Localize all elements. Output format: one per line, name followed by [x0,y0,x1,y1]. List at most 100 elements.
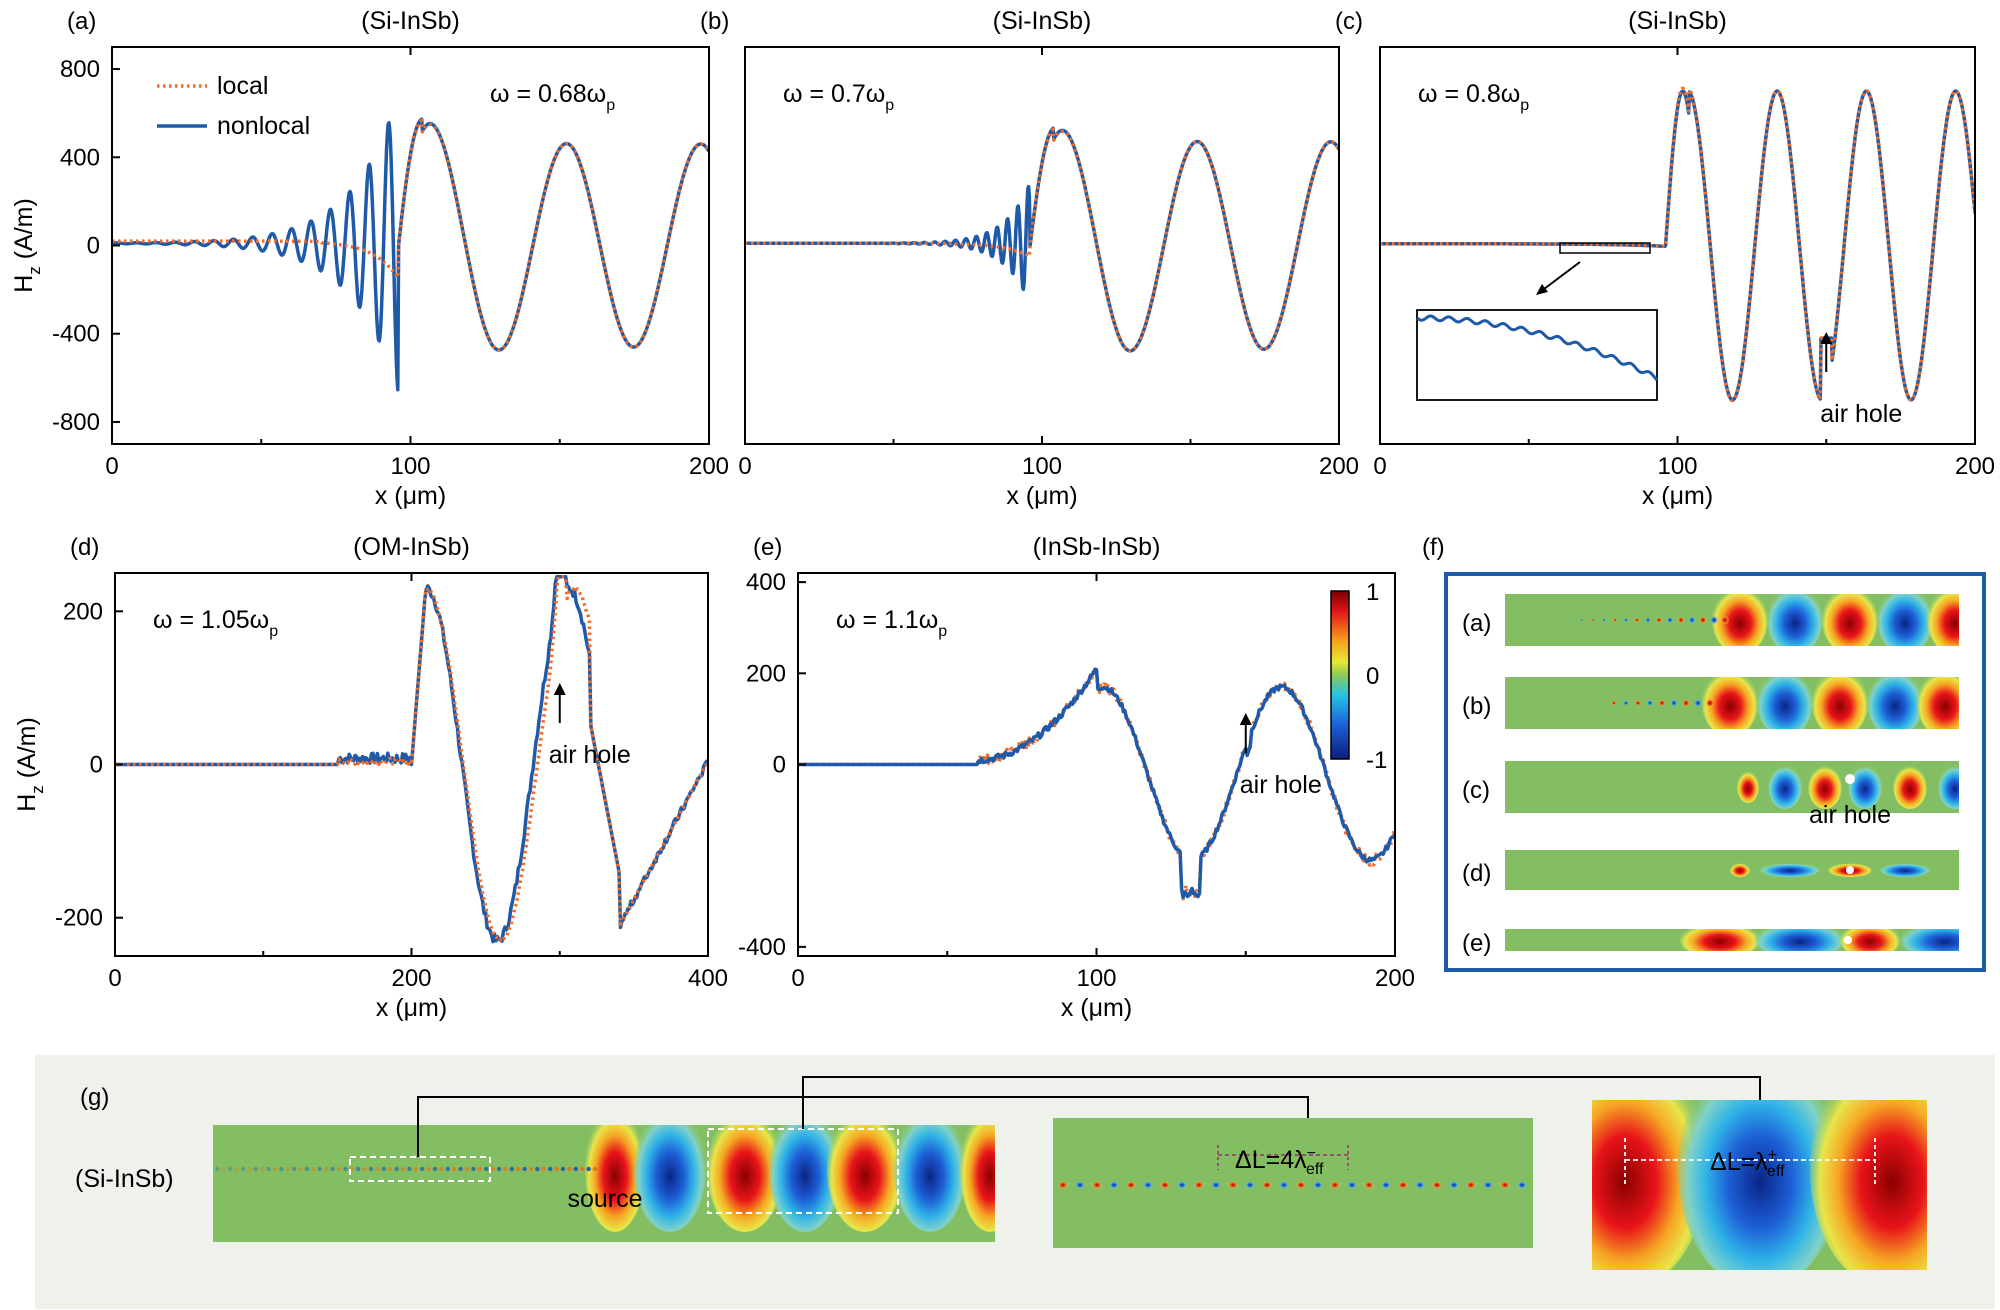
f-row-field-2 [1737,765,1959,809]
f-dot-0-12 [1591,618,1595,622]
colorbar [1330,590,1350,760]
g-zoom-left-label: ΔL=4λ− eff [1235,1145,1324,1178]
f-lobe-0-2 [1822,594,1878,646]
ytick-label-d-1: 0 [90,752,103,779]
g-dot-22 [452,1166,457,1172]
xlabel-c: x (μm) [1642,482,1713,510]
g-dot-30 [400,1166,406,1172]
f-hole-2 [1845,774,1855,784]
omega-label-a: ω = 0.68ωp [490,80,615,114]
inset-arrow [1539,261,1581,293]
xtick-label-e-0: 0 [791,965,804,992]
g-connector-left [417,1096,1309,1157]
g-dot-25 [432,1166,438,1172]
g-dot-56 [234,1166,239,1172]
f-row-label-1: (b) [1462,693,1491,720]
panel-letter-f: (f) [1422,534,1445,561]
g-dot-20 [464,1166,470,1172]
g-dot-24 [439,1166,444,1172]
f-row-label-3: (d) [1462,860,1491,887]
g-zoom-dot-24 [1466,1181,1476,1189]
g-zoom-dot-7 [1177,1181,1187,1189]
xtick-label-e-2: 200 [1375,965,1415,992]
f-lobe-4-0 [1680,929,1760,951]
g-zoom-dot-26 [1500,1181,1510,1189]
g-zoom-dot-17 [1347,1181,1357,1189]
ytick-label-a-4: -800 [52,409,100,436]
g-dot-44 [311,1166,316,1172]
xtick-label-a-1: 100 [390,453,430,480]
g-zoom-dot-2 [1092,1181,1102,1189]
g-strip-field [215,1125,995,1232]
f-lobe-2-2 [1808,765,1842,809]
g-zoom-dot-9 [1211,1181,1221,1189]
g-zoom-lobe-2 [1810,1100,1927,1270]
g-zoom-dot-20 [1398,1181,1408,1189]
f-dot-1-5 [1646,699,1654,707]
g-zoom-dot-18 [1364,1181,1374,1189]
g-zoom-dot-13 [1279,1181,1289,1189]
g-dot-49 [279,1166,284,1172]
g-dot-17 [484,1166,489,1172]
f-hole-3 [1846,866,1854,874]
g-dot-57 [228,1166,233,1172]
f-dot-1-4 [1658,699,1666,707]
xtick-label-c-0: 0 [1373,453,1386,480]
f-dot-0-4 [1677,616,1685,624]
colorbar-tick-1: 0 [1366,663,1379,690]
g-dot-47 [292,1166,297,1172]
g-dot-8 [541,1166,546,1172]
xlabel-e: x (μm) [1061,994,1132,1022]
f-lobe-3-3 [1880,863,1930,877]
f-dot-1-2 [1682,699,1690,707]
f-row-field-4 [1680,929,1959,951]
g-dot-40 [336,1166,342,1172]
omega-label-d: ω = 1.05ωp [153,606,278,640]
g-dot-48 [285,1166,290,1172]
g-dot-16 [490,1166,495,1172]
f-row-bg-2 [1505,761,1959,813]
f-dot-1-1 [1693,698,1703,708]
g-dot-2 [580,1166,585,1172]
xtick-label-e-1: 100 [1076,965,1116,992]
ytick-label-d-0: 200 [63,598,103,625]
f-dot-0-0 [1720,615,1730,625]
f-row-field-1 [1611,677,1959,729]
g-zoom-dot-11 [1245,1181,1255,1189]
g-lobe-4 [827,1125,903,1232]
f-dot-0-6 [1656,617,1662,623]
g-dot-37 [356,1166,361,1172]
xlabel-b: x (μm) [1006,482,1077,510]
legend-label-local: local [217,72,268,100]
g-lobe-0 [585,1125,645,1232]
panel-c: (c) (Si-InSb) 0 100 200 x (μm) ω = 0.8ωp air ho… [1335,7,1995,510]
xtick-label-d-1: 200 [391,965,431,992]
g-zoom-dot-3 [1109,1181,1119,1189]
series-nonlocal-b [745,126,1339,353]
f-dot-1-3 [1670,699,1678,707]
panel-f: (f) (a) (b) (c) air hole (d) (e) [1422,534,1986,972]
f-dot-0-1 [1709,615,1719,625]
g-zoom-dot-5 [1143,1181,1153,1189]
ytick-label-a-2: 0 [87,233,100,260]
colorbar-tick-2: -1 [1366,747,1387,774]
ytick-label-e-1: 200 [746,660,786,687]
panel-title-a: (Si-InSb) [361,7,460,35]
annot-text-e: air hole [1240,771,1322,799]
g-dot-54 [247,1166,252,1172]
f-lobe-4-1 [1755,929,1845,951]
series-local-c [1380,86,1975,403]
g-dot-18 [477,1166,482,1172]
ytick-label-d-2: -200 [55,905,103,932]
xlabel-d: x (μm) [376,994,447,1022]
g-dot-33 [381,1166,386,1172]
xtick-label-b-1: 100 [1022,453,1062,480]
g-zoom-dot-25 [1483,1181,1493,1189]
panel-letter-a: (a) [67,8,96,35]
f-lobe-0-1 [1767,594,1823,646]
f-dot-1-7 [1623,700,1629,706]
g-lobe-6 [960,1125,995,1232]
inset-box [1416,309,1658,401]
panel-letter-d: (d) [70,534,99,561]
